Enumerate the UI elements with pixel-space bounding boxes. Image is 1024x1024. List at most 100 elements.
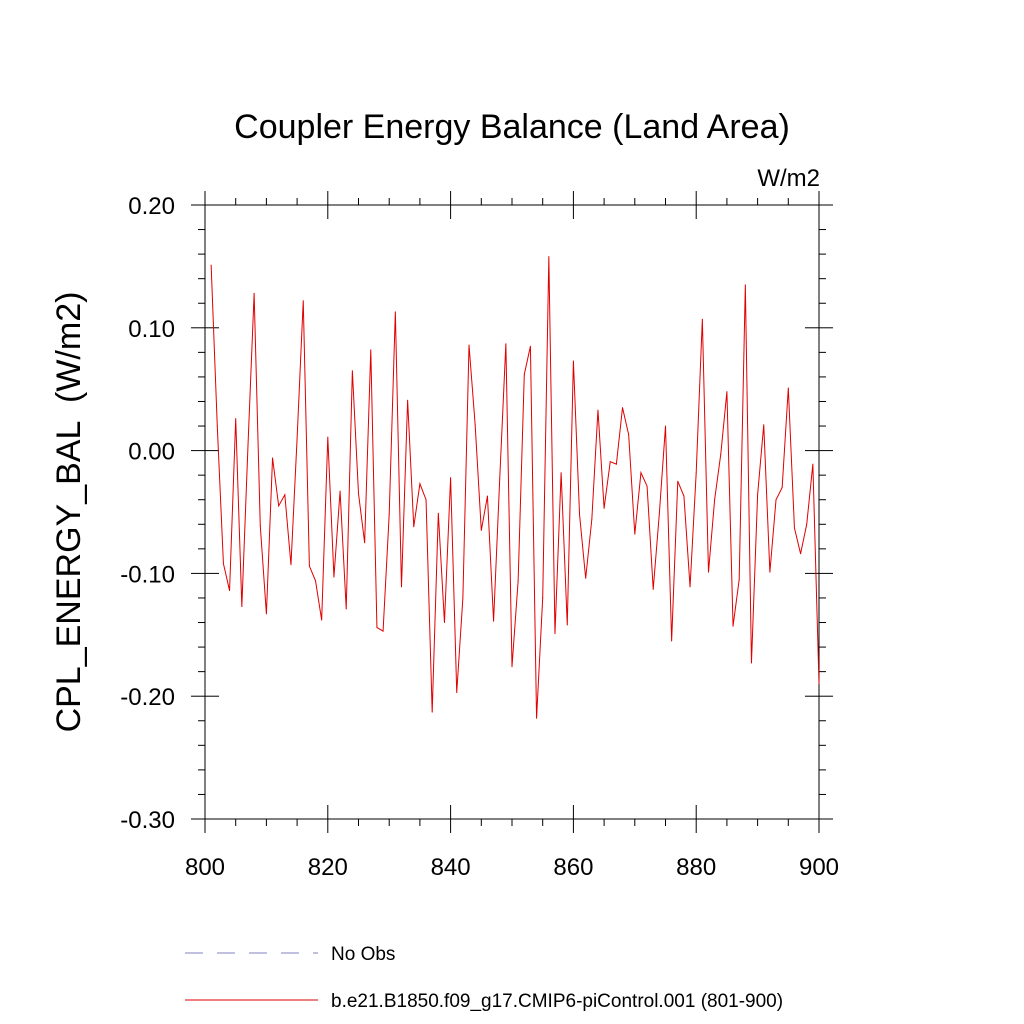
data-point [437, 512, 439, 514]
data-point [210, 264, 212, 266]
data-point [603, 507, 605, 509]
data-point [486, 495, 488, 497]
data-point [566, 624, 568, 626]
legend-label: No Obs [331, 944, 395, 965]
data-point [781, 486, 783, 488]
x-tick-label: 900 [799, 854, 839, 881]
x-tick-label: 800 [185, 854, 225, 881]
data-point [622, 407, 624, 409]
series-line [210, 256, 820, 719]
data-point [247, 445, 249, 447]
data-point [806, 523, 808, 525]
y-tick-label: 0.00 [128, 439, 175, 466]
data-point [714, 499, 716, 501]
data-point [757, 494, 759, 496]
plot-area [210, 256, 820, 719]
data-point [284, 494, 286, 496]
data-point [462, 597, 464, 599]
data-point [769, 571, 771, 573]
data-point [640, 472, 642, 474]
data-point [597, 409, 599, 411]
data-point [511, 666, 513, 668]
x-tick-label: 840 [431, 854, 471, 881]
data-point [720, 453, 722, 455]
data-point [339, 490, 341, 492]
data-point [419, 483, 421, 485]
data-point [812, 463, 814, 465]
legend: No Obs b.e21.B1850.f09_g17.CMIP6-piContro… [185, 944, 783, 1012]
data-point [683, 495, 685, 497]
data-point [241, 606, 243, 608]
data-point [480, 529, 482, 531]
data-point [327, 436, 329, 438]
data-point [665, 425, 666, 427]
data-point [222, 563, 224, 565]
data-point [413, 526, 415, 528]
data-point [763, 424, 765, 426]
data-point [296, 437, 298, 439]
data-point [450, 477, 452, 479]
data-point [585, 577, 587, 579]
data-point [468, 344, 470, 346]
data-point [707, 571, 709, 573]
data-point [499, 478, 501, 480]
data-point [407, 399, 409, 401]
data-point [382, 630, 384, 632]
data-point [425, 499, 427, 501]
data-point [370, 349, 372, 351]
data-point [431, 711, 433, 713]
data-point [272, 457, 274, 459]
data-point [775, 499, 777, 501]
data-point [726, 391, 728, 393]
y-tick-label: -0.30 [120, 807, 175, 834]
data-point [253, 292, 255, 294]
data-point [474, 424, 476, 426]
data-point [689, 586, 691, 588]
data-point [738, 579, 740, 581]
data-point [800, 553, 802, 555]
x-tick-label: 860 [553, 854, 593, 881]
data-point [333, 576, 335, 578]
data-point [536, 717, 538, 719]
data-point [701, 318, 703, 320]
data-point [321, 619, 323, 621]
data-point [609, 461, 611, 463]
data-point [400, 586, 402, 588]
data-point [505, 343, 507, 345]
data-point [517, 580, 519, 582]
data-point [787, 387, 789, 389]
data-point [652, 588, 654, 590]
data-point [529, 345, 531, 347]
data-point [591, 518, 593, 520]
y-tick-label: -0.10 [120, 561, 175, 588]
units-label: W/m2 [757, 165, 820, 192]
chart-title: Coupler Energy Balance (Land Area) [234, 108, 790, 146]
data-point [634, 533, 636, 535]
data-point [216, 425, 218, 427]
data-point [345, 608, 347, 610]
data-point [818, 683, 820, 685]
data-point [523, 373, 525, 375]
data-point [646, 485, 648, 487]
data-point [560, 472, 562, 474]
data-point [615, 463, 617, 465]
data-point [554, 633, 556, 635]
y-tick-label: 0.20 [128, 193, 175, 220]
data-point [695, 472, 697, 474]
data-point [658, 512, 660, 514]
y-tick-label: 0.10 [128, 316, 175, 343]
data-point [579, 513, 581, 515]
data-point [572, 360, 574, 362]
data-point [302, 300, 304, 302]
data-point [351, 370, 353, 372]
data-point [493, 620, 495, 622]
data-point [278, 505, 280, 507]
legend-label: b.e21.B1850.f09_g17.CMIP6-piControl.001 … [331, 991, 783, 1012]
data-point [548, 256, 550, 258]
y-axis-label: CPL_ENERGY_BAL (W/m2) [50, 292, 88, 733]
data-point [308, 565, 310, 567]
data-point [315, 580, 317, 582]
data-point [388, 513, 390, 515]
data-point [376, 626, 378, 628]
data-point [628, 434, 630, 436]
